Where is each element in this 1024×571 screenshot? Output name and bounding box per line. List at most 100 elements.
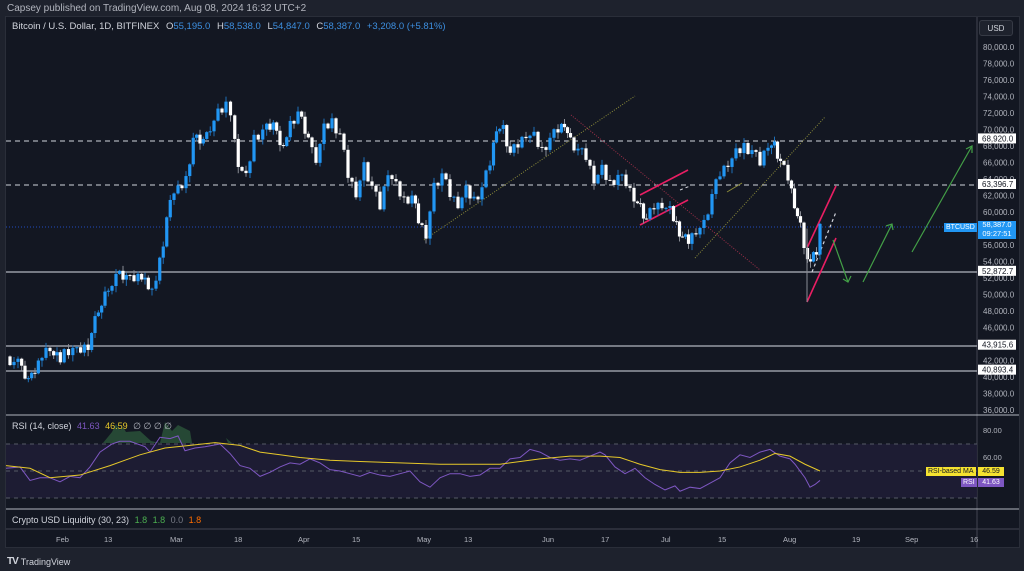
level-price-tag: 63,396.7 (982, 180, 1014, 189)
candle (110, 286, 114, 291)
last-price-tag: 58,387.0 09:27:51 (978, 220, 1016, 239)
candlesticks (8, 96, 822, 383)
candle (176, 185, 180, 194)
rsi-tag: RSI (961, 478, 977, 487)
time-tick: 16 (970, 535, 979, 544)
candle (556, 129, 560, 133)
candle (608, 179, 612, 181)
high-value: 58,538.0 (223, 21, 261, 32)
candle (154, 280, 158, 289)
time-tick: Sep (905, 535, 919, 544)
candle (292, 120, 296, 124)
time-tick: 19 (852, 535, 861, 544)
candle (690, 233, 694, 244)
candle (40, 357, 44, 361)
candle (184, 176, 188, 189)
candle (512, 144, 516, 153)
level-price-tag: 43,915.6 (982, 341, 1014, 350)
candle (532, 131, 536, 136)
rsi-legend: RSI (14, close) 41.63 46.59 ∅ ∅ ∅ ∅ (12, 421, 172, 432)
currency-button[interactable]: USD (979, 20, 1013, 36)
candle (686, 234, 691, 244)
candle (710, 194, 714, 215)
candle (464, 185, 468, 198)
candle (410, 195, 414, 204)
candle (580, 148, 584, 150)
time-tick: 15 (352, 535, 361, 544)
candle (674, 221, 679, 223)
candle (644, 218, 649, 220)
tradingview-brand: TradingView (20, 556, 71, 567)
candle (265, 123, 269, 130)
candle (498, 128, 502, 132)
candle (501, 125, 505, 129)
candle (568, 133, 573, 138)
candle (79, 347, 83, 353)
candle (132, 275, 136, 282)
candle (766, 147, 770, 151)
level-price-tag: 40,893.4 (982, 366, 1014, 375)
candle (664, 207, 668, 209)
candle (382, 186, 386, 210)
candle (802, 222, 806, 248)
candle (212, 120, 216, 132)
candle (624, 174, 628, 187)
candle (191, 137, 195, 165)
candle (528, 135, 532, 139)
candle (516, 144, 520, 148)
candle (754, 150, 758, 152)
price-tick: 74,000.0 (983, 93, 1015, 102)
candle (180, 185, 184, 189)
candle (128, 275, 132, 277)
candle (168, 199, 172, 218)
candle (734, 148, 738, 159)
candle (326, 123, 330, 129)
candle (374, 185, 378, 192)
candle (758, 151, 762, 166)
candle (390, 175, 394, 180)
candle (288, 120, 292, 138)
candle (798, 216, 803, 223)
price-tick: 78,000.0 (983, 60, 1015, 69)
candle (702, 219, 706, 228)
candle (378, 191, 382, 210)
time-tick: 15 (718, 535, 727, 544)
candle (158, 257, 162, 281)
candle (808, 259, 813, 262)
candle (240, 166, 244, 171)
candle (96, 312, 100, 317)
candle (248, 161, 252, 174)
candle (494, 131, 499, 143)
price-tick: 42,000.0 (983, 357, 1015, 366)
candle (616, 174, 620, 185)
candle (811, 252, 816, 262)
candle (436, 182, 440, 186)
time-axis[interactable]: Feb 13 Mar 18 Apr 15 May 13 Jun 17 Jul 15 Aug 19 Sep 16 (6, 530, 979, 548)
candle (394, 179, 398, 182)
candle (228, 101, 233, 116)
time-tick: Aug (783, 535, 797, 544)
candle (220, 108, 224, 113)
candle (742, 143, 746, 154)
candle (792, 188, 797, 209)
candle (346, 149, 350, 178)
candle (778, 158, 783, 162)
candle (62, 349, 66, 363)
candle (66, 349, 71, 356)
candle (795, 208, 800, 217)
price-tick: 68,000.0 (983, 142, 1015, 151)
candle (730, 158, 734, 167)
candle (718, 176, 722, 180)
candle (114, 273, 118, 287)
candle (524, 136, 528, 139)
candle (750, 150, 754, 155)
price-tick: 76,000.0 (983, 76, 1015, 85)
candle (140, 273, 144, 280)
candle (12, 361, 16, 366)
rsi-pane (5, 422, 977, 499)
candle (698, 227, 702, 235)
candle (814, 252, 819, 255)
candle (8, 356, 12, 366)
candle (44, 347, 48, 358)
